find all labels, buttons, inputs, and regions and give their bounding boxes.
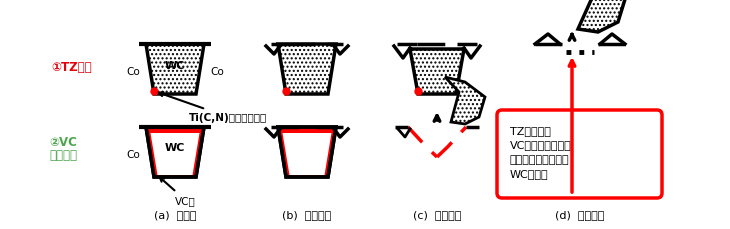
Polygon shape — [150, 134, 199, 175]
Text: TZ合金は、
VC添加合金よりも
摩耗が進行してから
WCが脱落: TZ合金は、 VC添加合金よりも 摩耗が進行してから WCが脱落 — [510, 125, 572, 178]
Text: (b)  摩耗初期: (b) 摩耗初期 — [283, 209, 331, 219]
Polygon shape — [445, 78, 485, 124]
Text: WC: WC — [165, 61, 185, 71]
Text: VC相: VC相 — [160, 178, 196, 205]
Text: ①TZ合金: ①TZ合金 — [52, 61, 92, 74]
FancyBboxPatch shape — [497, 111, 662, 198]
Text: (d)  摩耗後期: (d) 摩耗後期 — [556, 209, 604, 219]
Text: Co: Co — [210, 67, 224, 77]
Text: (a)  摩耗前: (a) 摩耗前 — [154, 209, 196, 219]
Text: WC: WC — [165, 142, 185, 152]
Text: ②VC: ②VC — [49, 136, 77, 149]
Text: (c)  摩耗中期: (c) 摩耗中期 — [412, 209, 461, 219]
Text: Ti(C,N)ピン止め粒子: Ti(C,N)ピン止め粒子 — [159, 93, 267, 123]
Polygon shape — [146, 45, 204, 95]
Polygon shape — [146, 128, 204, 177]
Text: 添加合金: 添加合金 — [49, 148, 77, 161]
Polygon shape — [278, 128, 336, 177]
Text: Co: Co — [126, 150, 140, 160]
Polygon shape — [578, 0, 626, 33]
Text: Co: Co — [126, 67, 140, 77]
Polygon shape — [410, 50, 464, 95]
Polygon shape — [283, 134, 331, 175]
Polygon shape — [278, 45, 336, 95]
